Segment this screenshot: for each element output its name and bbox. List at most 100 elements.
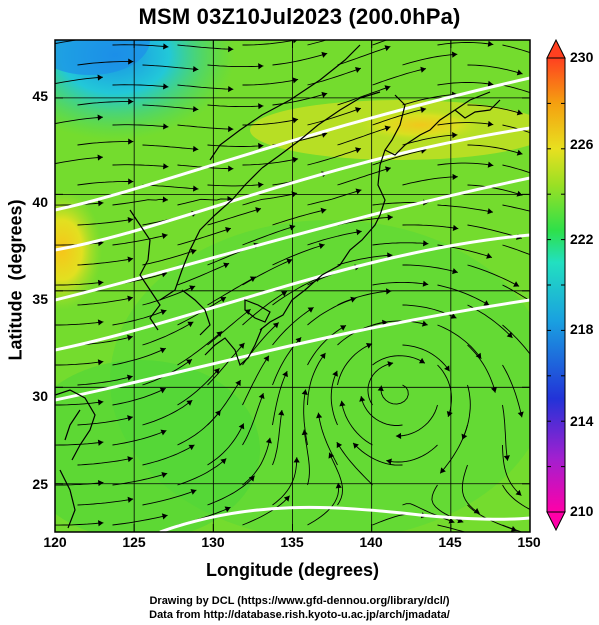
streamline-arrowhead [190, 489, 197, 495]
streamline [307, 325, 347, 366]
streamline-arrowhead [452, 132, 458, 139]
streamline-arrowhead [249, 276, 256, 282]
streamline [307, 352, 326, 406]
streamline [242, 259, 293, 286]
streamline-arrowhead [386, 288, 392, 295]
streamline-arrowhead [97, 74, 103, 81]
streamline [467, 104, 523, 115]
streamline [502, 324, 530, 355]
streamline [337, 343, 373, 386]
streamline [437, 364, 452, 418]
streamline [352, 442, 403, 466]
streamline-arrowhead [448, 517, 455, 524]
streamline-arrowhead [162, 196, 168, 203]
x-tick-label: 130 [201, 534, 225, 550]
y-axis-label: Latitude (degrees) [5, 199, 26, 361]
streamline-arrowhead [289, 224, 296, 231]
streamline [242, 40, 298, 46]
streamline-arrowhead [423, 240, 429, 247]
coastlines [55, 44, 501, 529]
streamline-arrowhead [263, 355, 269, 362]
streamline-arrowhead [355, 27, 361, 33]
streamline-arrowhead [258, 63, 264, 70]
streamline [336, 441, 373, 486]
streamline [112, 514, 168, 526]
streamline-arrowhead [516, 109, 523, 116]
streamline [502, 524, 524, 532]
streamline [272, 52, 328, 66]
streamline [437, 324, 482, 359]
streamline-arrowhead [128, 138, 134, 145]
streamline-arrowhead [186, 400, 193, 406]
streamline-arrowhead [238, 342, 245, 349]
streamline-arrowhead [452, 173, 458, 181]
streamline [502, 284, 530, 302]
streamline-arrowhead [487, 120, 494, 127]
y-tick-label: 25 [32, 476, 48, 492]
streamline-arrowhead [127, 496, 134, 503]
streamline [142, 285, 196, 306]
streamline-arrowhead [384, 166, 391, 173]
streamline-arrowhead [192, 185, 199, 192]
streamline [77, 101, 134, 106]
streamline [395, 404, 438, 437]
streamline [112, 472, 168, 486]
streamline-arrowhead [295, 337, 302, 344]
x-tick-label: 135 [280, 534, 304, 550]
streamline-arrowhead [420, 106, 427, 113]
x-tick-label: 120 [43, 534, 67, 550]
streamline-arrowhead [258, 142, 264, 150]
streamline [402, 344, 450, 372]
x-axis-label: Longitude (degrees) [205, 560, 379, 580]
streamline [55, 482, 104, 486]
streamline-arrowhead [225, 226, 231, 233]
streamline-arrowhead [332, 370, 338, 377]
streamline [112, 430, 167, 446]
streamline-arrowhead [228, 125, 234, 133]
streamline [372, 108, 427, 126]
streamline [372, 281, 429, 286]
streamline [272, 244, 325, 266]
streamline [467, 184, 523, 196]
streamline-arrowhead [97, 319, 104, 326]
streamline [437, 204, 494, 213]
streamline [402, 224, 459, 230]
streamline [337, 86, 391, 106]
streamline [307, 230, 362, 246]
streamline-arrowhead [281, 291, 288, 297]
streamline-arrowhead [213, 368, 220, 375]
streamline-arrowhead [355, 107, 361, 113]
streamline [77, 297, 133, 306]
streamline-arrowhead [188, 444, 195, 451]
credit-line-dcl: Drawing by DCL (https://www.gfd-dennou.o… [149, 595, 450, 607]
axis-tick-marks [54, 40, 531, 532]
streamline-arrowhead [355, 67, 361, 73]
colorbar-tick-label: 218 [570, 321, 594, 337]
streamline-arrowhead [127, 415, 133, 422]
streamline-arrowhead [355, 188, 362, 195]
y-tick-label: 35 [32, 291, 48, 307]
streamline-arrowhead [128, 98, 134, 105]
colorbar-tick-label: 230 [570, 49, 594, 65]
streamline-arrowhead [356, 229, 362, 236]
streamline-arrowhead [301, 429, 308, 436]
streamline [360, 395, 403, 426]
streamline-arrowhead [446, 411, 453, 417]
x-tick-label: 150 [517, 534, 541, 550]
streamline [77, 258, 134, 266]
streamline [437, 82, 494, 86]
streamline-arrowhead [128, 58, 134, 65]
streamline [461, 464, 480, 514]
streamline-arrowhead [159, 387, 166, 394]
streamline [307, 107, 362, 126]
streamline [337, 216, 393, 226]
x-tick-label: 125 [122, 534, 146, 550]
streamline [402, 264, 458, 273]
streamline-arrowhead [475, 352, 482, 359]
streamline-arrowhead [97, 479, 104, 487]
y-tick-label: 40 [32, 194, 48, 210]
streamline [330, 370, 338, 426]
streamline-arrowhead [238, 423, 245, 430]
streamline-arrowhead [127, 256, 134, 263]
streamline-arrowhead [420, 66, 427, 73]
